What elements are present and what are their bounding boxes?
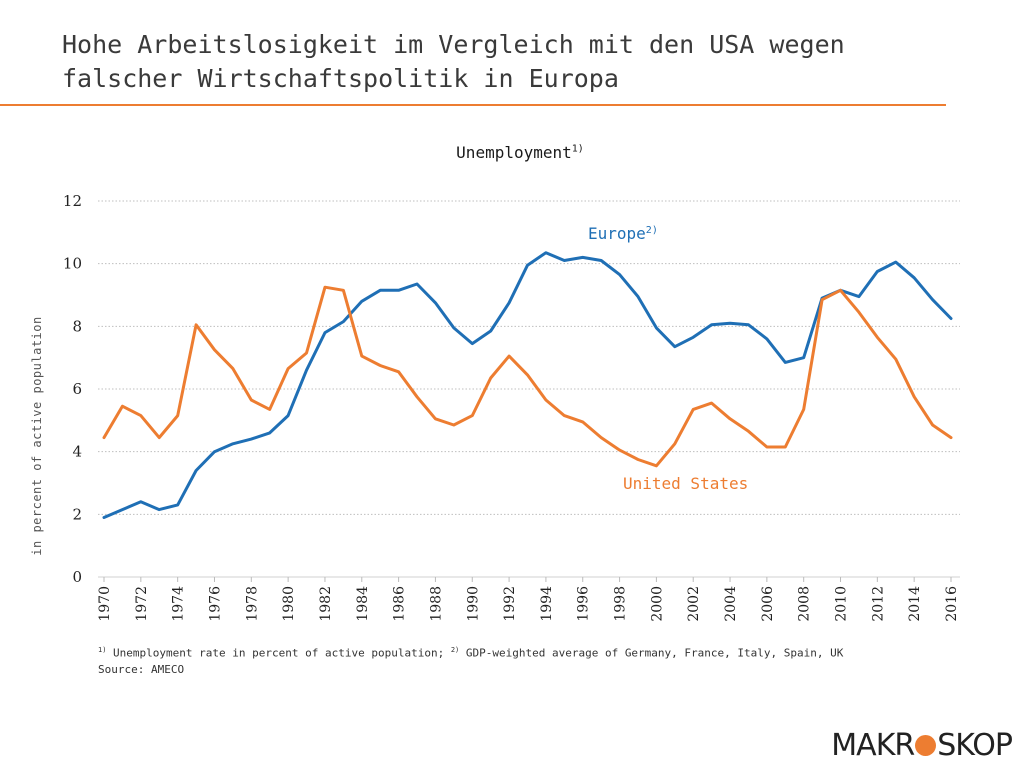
title-divider <box>0 104 946 106</box>
x-tick-label-1992: 1992 <box>502 586 518 622</box>
x-tick-label-1978: 1978 <box>244 586 260 622</box>
x-axis: 1970 1972 1974 1976 1978 1980 1982 1984 1986 1988… <box>97 577 960 622</box>
chart-series <box>102 251 953 519</box>
x-tick-label-2000: 2000 <box>649 586 665 622</box>
x-tick-label-2002: 2002 <box>686 586 702 622</box>
footnote-marker-2: 2) <box>450 646 460 654</box>
slide-title: Hohe Arbeitslosigkeit im Vergleich mit d… <box>62 28 962 96</box>
series-label-europe-text: Europe <box>588 224 646 243</box>
chart-title: Unemployment1) <box>0 143 1024 162</box>
series-label-europe: Europe2) <box>588 224 658 243</box>
x-tick-label-1982: 1982 <box>318 586 334 622</box>
y-tick-label-12: 12 <box>63 192 82 210</box>
x-tick-label-1994: 1994 <box>539 586 555 622</box>
x-tick-label-2014: 2014 <box>907 586 923 622</box>
x-tick-label-1970: 1970 <box>97 586 113 622</box>
footnote: 1) Unemployment rate in percent of activ… <box>98 642 843 678</box>
x-tick-label-1988: 1988 <box>428 586 444 622</box>
logo-dot-icon <box>915 735 937 756</box>
x-tick-label-1986: 1986 <box>392 586 408 622</box>
x-tick-label-2008: 2008 <box>797 586 813 622</box>
x-tick-label-2006: 2006 <box>760 586 776 622</box>
footnote-text-2: GDP-weighted average of Germany, France,… <box>459 646 844 660</box>
x-tick-label-1972: 1972 <box>134 586 150 622</box>
slide-title-line2: falscher Wirtschaftspolitik in Europa <box>62 64 619 93</box>
makroskop-logo: MAKR SKOP <box>831 728 1013 763</box>
series-label-europe-marker: 2) <box>646 225 658 236</box>
x-tick-label-2010: 2010 <box>834 586 850 622</box>
y-tick-label-4: 4 <box>72 443 82 461</box>
series-line-united-states <box>102 285 953 468</box>
slide-title-line1: Hohe Arbeitslosigkeit im Vergleich mit d… <box>62 30 845 59</box>
x-tick-label-1998: 1998 <box>613 586 629 622</box>
series-line-europe <box>102 251 953 519</box>
x-tick-label-1984: 1984 <box>355 586 371 622</box>
chart-title-footnote-marker: 1) <box>571 143 584 155</box>
y-tick-label-6: 6 <box>72 380 82 398</box>
logo-text-right: SKOP <box>937 728 1013 763</box>
x-tick-label-2004: 2004 <box>723 586 739 622</box>
x-tick-label-1976: 1976 <box>207 586 223 622</box>
x-tick-label-2012: 2012 <box>870 586 886 622</box>
y-tick-label-0: 0 <box>72 568 82 586</box>
source-note: Source: AMECO <box>98 662 185 676</box>
footnote-text-1: Unemployment rate in percent of active p… <box>106 646 451 660</box>
x-tick-label-2016: 2016 <box>944 586 960 622</box>
x-tick-label-1974: 1974 <box>171 586 187 622</box>
y-tick-label-10: 10 <box>63 255 82 273</box>
x-tick-label-1990: 1990 <box>465 586 481 622</box>
chart-title-text: Unemployment <box>456 143 572 162</box>
footnote-marker-1: 1) <box>98 646 107 654</box>
chart-gridlines <box>98 200 960 515</box>
y-axis-label: in percent of active population <box>30 316 44 555</box>
x-tick-label-1996: 1996 <box>576 586 592 622</box>
y-tick-label-2: 2 <box>72 505 82 523</box>
y-axis: 0 2 4 6 8 10 12 <box>63 192 960 586</box>
y-tick-label-8: 8 <box>72 317 82 335</box>
logo-text-left: MAKR <box>831 728 915 763</box>
series-label-united-states: United States <box>623 474 748 493</box>
x-tick-label-1980: 1980 <box>281 586 297 622</box>
footnote-line1: 1) Unemployment rate in percent of activ… <box>98 642 843 662</box>
